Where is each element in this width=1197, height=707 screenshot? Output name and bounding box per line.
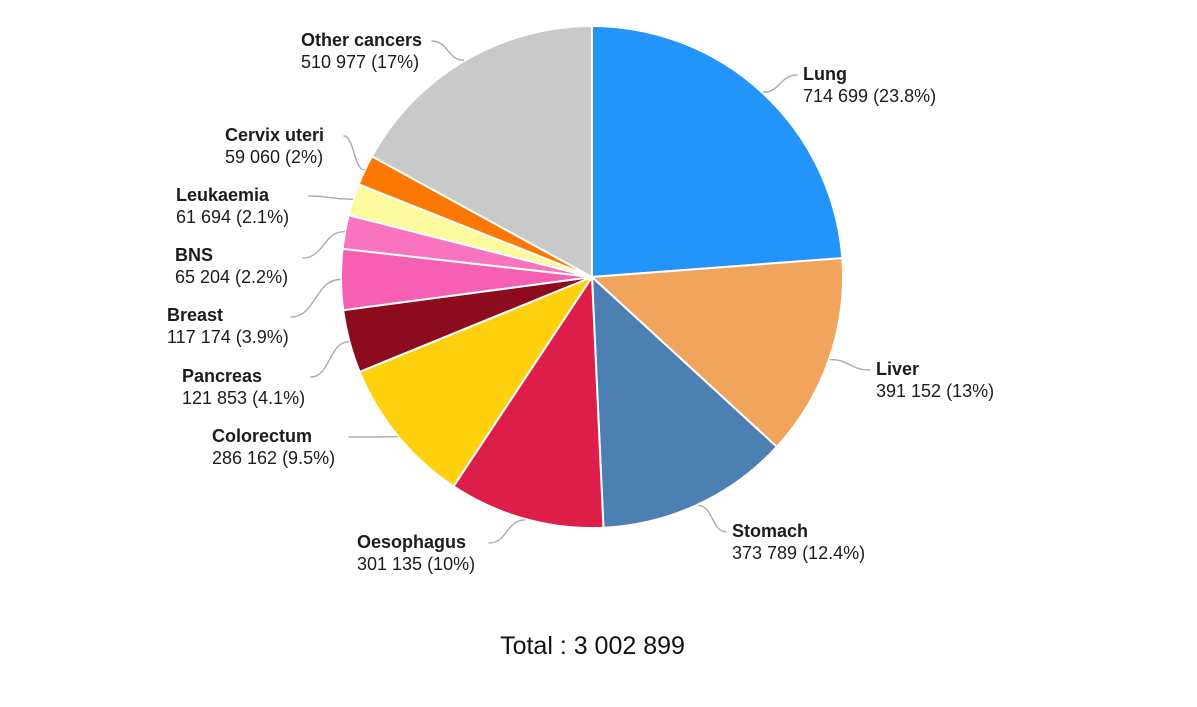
pie-slice-colorectum[interactable] [358,276,593,488]
pie-slice-liver[interactable] [591,257,844,448]
leader-line-bns [302,231,345,259]
pie-slice-stomach[interactable] [591,276,778,529]
slice-name: Lung [803,64,847,84]
slice-name: Oesophagus [357,532,467,552]
leader-line-oesophagus [488,519,526,544]
slice-name: Leukaemia [176,185,270,205]
leader-line-leukaemia [308,195,353,200]
leader-line-liver [829,358,871,371]
slice-label-breast: Breast 117 174 (3.9%) [167,304,289,348]
pie-slice-oesophagus[interactable] [452,276,605,529]
slice-label-oesophagus: Oesophagus 301 135 (10%) [357,531,475,575]
slice-label-pancreas: Pancreas 121 853 (4.1%) [182,365,305,409]
slice-name: BNS [175,245,214,265]
slice-label-colorectum: Colorectum 286 162 (9.5%) [212,425,335,469]
leader-line-stomach [697,504,727,533]
leader-lines [290,40,871,544]
slice-value: 117 174 (3.9%) [167,327,289,347]
slice-name: Stomach [732,521,809,541]
slice-label-bns: BNS 65 204 (2.2%) [175,244,288,288]
slice-name: Cervix uteri [225,125,325,145]
slice-label-leukaemia: Leukaemia 61 694 (2.1%) [176,184,289,228]
slice-label-stomach: Stomach 373 789 (12.4%) [732,520,865,564]
slice-label-lung: Lung 714 699 (23.8%) [803,63,936,107]
slice-value: 391 152 (13%) [876,381,995,401]
slice-value: 510 977 (17%) [301,52,420,72]
leader-line-breast [290,278,341,318]
slice-label-cervix-uteri: Cervix uteri 59 060 (2%) [225,124,324,168]
slice-name: Other cancers [301,30,423,50]
slice-value: 61 694 (2.1%) [176,207,290,227]
slice-name: Colorectum [212,426,313,446]
slice-value: 301 135 (10%) [357,554,476,574]
slice-value: 59 060 (2%) [225,147,324,167]
slice-value: 286 162 (9.5%) [212,448,336,468]
pie-slice-other-cancers[interactable] [370,25,593,278]
slice-name: Pancreas [182,366,263,386]
pie-slices [340,25,844,529]
slice-value: 373 789 (12.4%) [732,543,866,563]
slice-name: Liver [876,359,920,379]
leader-line-lung [762,74,798,93]
slice-label-liver: Liver 391 152 (13%) [876,358,994,402]
leader-line-other-cancers [431,40,465,61]
total-label: Total : 3 002 899 [500,632,685,660]
pie-slice-lung[interactable] [591,25,844,278]
leader-line-pancreas [310,341,350,378]
leader-line-cervix-uteri [343,135,365,171]
slice-label-other-cancers: Other cancers 510 977 (17%) [301,29,422,73]
slice-name: Breast [167,305,224,325]
slice-value: 714 699 (23.8%) [803,86,937,106]
slice-value: 121 853 (4.1%) [182,388,306,408]
slice-value: 65 204 (2.2%) [175,267,289,287]
